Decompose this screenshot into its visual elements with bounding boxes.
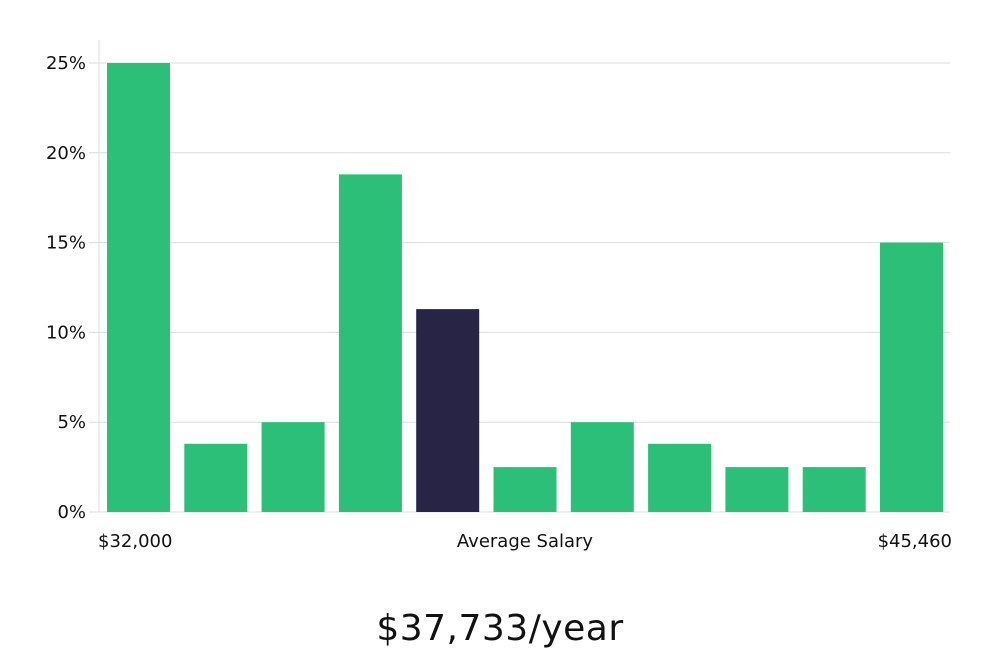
y-tick-label: 25%	[46, 53, 86, 74]
salary-bar	[493, 467, 557, 512]
y-tick-label: 20%	[46, 143, 86, 164]
average-salary-bar	[416, 309, 480, 512]
y-tick-label: 10%	[46, 322, 86, 343]
x-axis-center-label: Average Salary	[457, 531, 594, 552]
average-salary-value: $37,733/year	[376, 608, 624, 649]
salary-bar	[570, 422, 634, 512]
y-tick-label: 15%	[46, 233, 86, 254]
y-tick-label: 0%	[57, 502, 86, 523]
salary-bar	[648, 443, 712, 512]
x-axis-right-label: $45,460	[878, 531, 952, 552]
y-tick-label: 5%	[57, 412, 86, 433]
salary-bar	[261, 422, 325, 512]
salary-bar	[802, 467, 866, 512]
x-axis-left-label: $32,000	[98, 531, 172, 552]
salary-bar	[184, 443, 248, 512]
salary-bar	[107, 63, 170, 512]
y-tick-labels: 0% 5% 10% 15% 20% 25%	[46, 53, 86, 523]
salary-bar	[338, 174, 402, 512]
bar-layer	[107, 63, 943, 512]
salary-bar	[880, 242, 943, 512]
salary-bar	[725, 467, 789, 512]
